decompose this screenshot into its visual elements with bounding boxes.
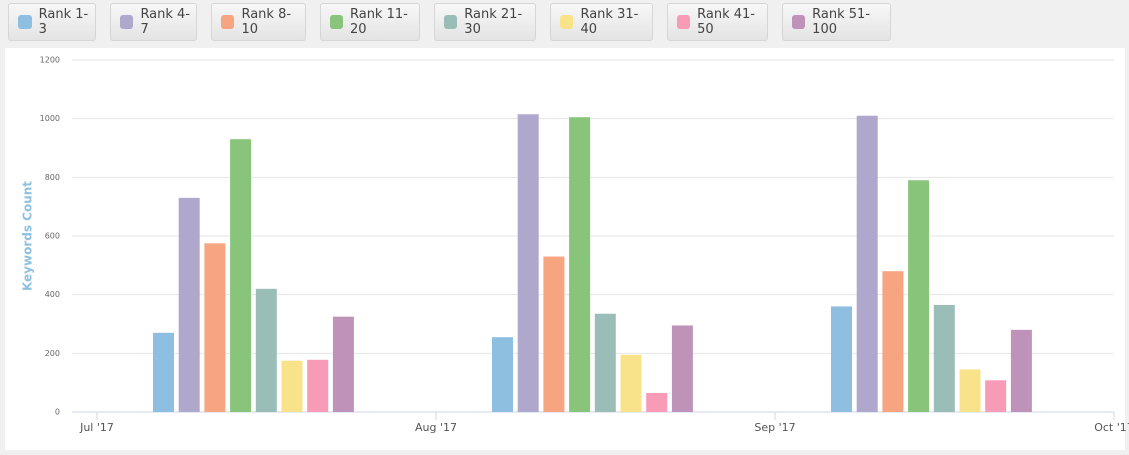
bar	[153, 332, 174, 412]
legend-button[interactable]: Rank 31-40	[550, 3, 653, 41]
y-tick-label: 1000	[40, 114, 60, 123]
bar	[646, 392, 668, 412]
legend-button[interactable]: Rank 4-7	[110, 3, 197, 41]
legend-swatch	[330, 15, 343, 29]
bar	[594, 313, 616, 412]
y-tick-label: 400	[45, 290, 60, 299]
bar	[517, 114, 539, 413]
y-tick-label: 1200	[40, 56, 60, 65]
legend-swatch	[560, 15, 574, 29]
x-tick-label: Jul '17	[79, 421, 114, 434]
y-tick-label: 600	[45, 232, 60, 241]
legend-button[interactable]: Rank 21-30	[434, 3, 536, 41]
bar	[959, 369, 981, 412]
legend-label: Rank 31-40	[580, 7, 639, 37]
legend-button[interactable]: Rank 1-3	[8, 3, 96, 41]
legend-button[interactable]: Rank 11-20	[320, 3, 420, 41]
legend-label: Rank 21-30	[464, 7, 523, 37]
y-tick-label: 0	[55, 408, 60, 417]
y-axis-label: Keywords Count	[21, 181, 35, 291]
legend-button[interactable]: Rank 8-10	[211, 3, 306, 41]
bar	[620, 354, 642, 412]
legend-swatch	[120, 15, 134, 29]
legend-swatch	[221, 15, 235, 29]
bar	[985, 380, 1007, 412]
bar	[671, 325, 693, 412]
legend-swatch	[18, 15, 32, 29]
bar	[332, 316, 354, 412]
bar	[178, 197, 200, 412]
legend-swatch	[792, 15, 806, 29]
legend-label: Rank 8-10	[241, 7, 292, 37]
y-tick-label: 800	[45, 173, 60, 182]
legend-label: Rank 1-3	[38, 7, 89, 37]
legend-button[interactable]: Rank 51-100	[782, 3, 891, 41]
bar	[204, 243, 226, 412]
bar	[230, 139, 252, 412]
bar	[307, 359, 329, 412]
legend-label: Rank 41-50	[697, 7, 755, 37]
x-tick-label: Aug '17	[415, 421, 457, 434]
legend-swatch	[677, 15, 691, 29]
legend-label: Rank 4-7	[140, 7, 191, 37]
bar	[569, 117, 591, 412]
bar	[281, 360, 303, 412]
y-tick-label: 200	[45, 349, 60, 358]
bar	[933, 304, 955, 412]
legend-label: Rank 51-100	[812, 7, 871, 37]
bar	[908, 180, 930, 412]
bar	[1010, 329, 1032, 412]
legend-label: Rank 11-20	[349, 7, 408, 37]
legend-swatch	[444, 15, 458, 29]
bar	[831, 306, 852, 412]
bar	[543, 256, 565, 412]
bar	[255, 288, 277, 412]
bar	[882, 271, 904, 412]
x-tick-label: Oct '17	[1094, 421, 1129, 434]
bar	[856, 115, 878, 412]
bar	[492, 337, 513, 412]
legend-button[interactable]: Rank 41-50	[667, 3, 768, 41]
x-tick-label: Sep '17	[754, 421, 795, 434]
